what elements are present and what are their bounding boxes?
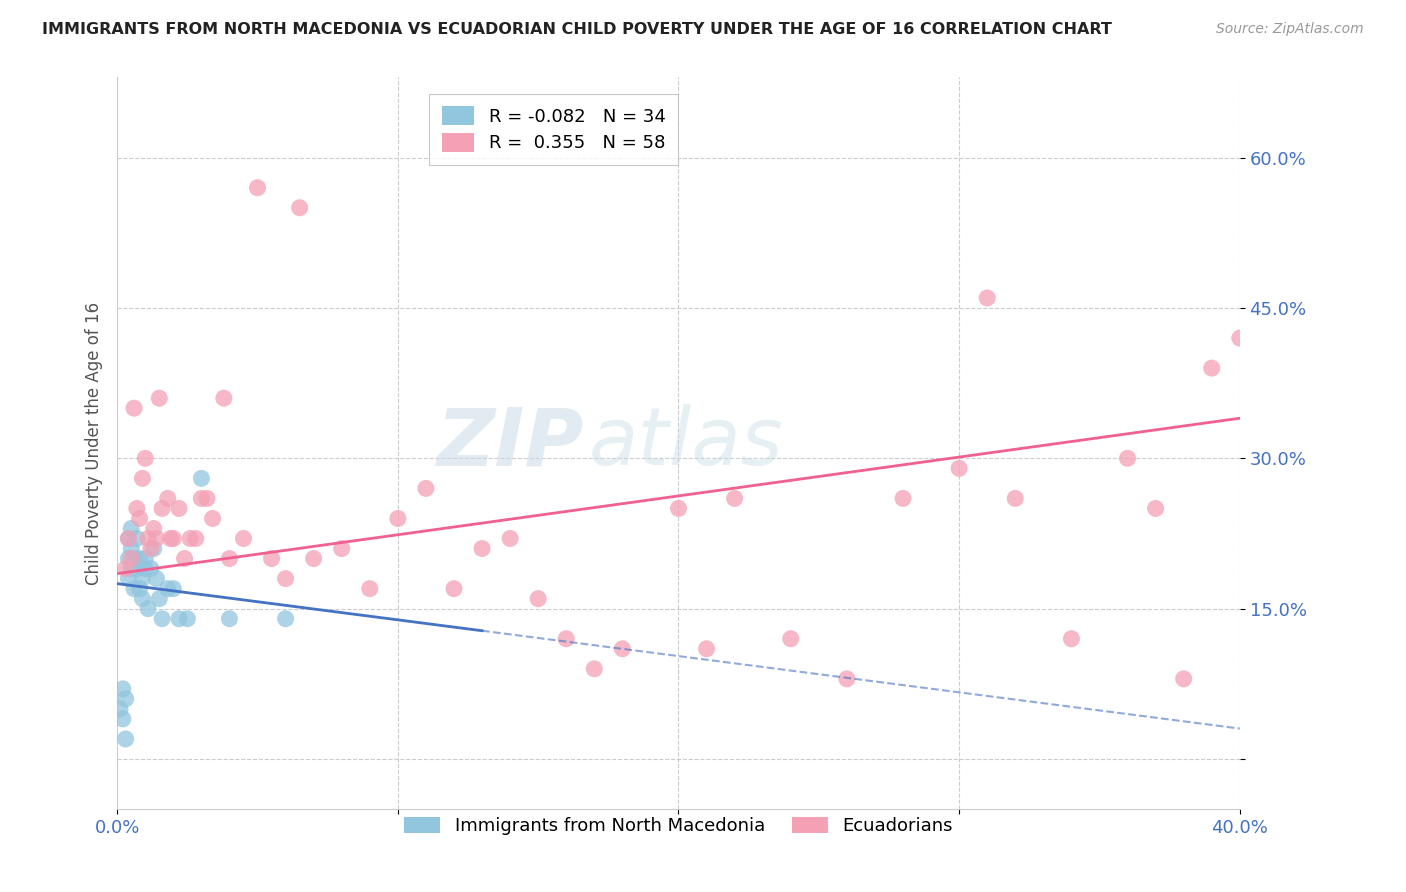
Text: IMMIGRANTS FROM NORTH MACEDONIA VS ECUADORIAN CHILD POVERTY UNDER THE AGE OF 16 : IMMIGRANTS FROM NORTH MACEDONIA VS ECUAD… [42,22,1112,37]
Point [201,511,224,525]
Point [114,561,136,575]
Point [218,551,240,566]
Point [128,582,150,596]
Point [117,572,139,586]
Point [891,491,914,506]
Point [145,572,167,586]
Point [128,511,150,525]
Legend: Immigrants from North Macedonia, Ecuadorians: Immigrants from North Macedonia, Ecuador… [395,807,962,844]
Point [131,471,153,485]
Point [120,551,142,566]
Point [125,501,148,516]
Text: Source: ZipAtlas.com: Source: ZipAtlas.com [1216,22,1364,37]
Point [976,291,998,305]
Point [612,641,634,656]
Text: ZIP: ZIP [436,404,583,483]
Point [162,582,184,596]
Point [274,612,297,626]
Point [246,180,269,194]
Point [114,691,136,706]
Point [139,561,162,575]
Point [134,561,156,575]
Point [167,612,190,626]
Point [150,501,173,516]
Point [145,532,167,546]
Point [415,482,437,496]
Point [142,541,165,556]
Point [117,532,139,546]
Point [167,501,190,516]
Point [1173,672,1195,686]
Point [330,541,353,556]
Point [499,532,522,546]
Point [114,731,136,746]
Point [111,712,134,726]
Point [387,511,409,525]
Point [179,532,201,546]
Point [136,532,159,546]
Point [148,391,170,405]
Point [162,532,184,546]
Point [156,491,179,506]
Point [134,551,156,566]
Point [555,632,578,646]
Point [232,532,254,546]
Point [122,582,145,596]
Point [173,551,195,566]
Point [136,601,159,615]
Point [302,551,325,566]
Point [696,641,718,656]
Point [1004,491,1026,506]
Point [122,401,145,416]
Point [190,491,212,506]
Text: atlas: atlas [589,404,783,483]
Point [159,532,181,546]
Point [122,551,145,566]
Point [131,591,153,606]
Point [134,451,156,466]
Point [176,612,198,626]
Point [184,532,207,546]
Point [128,551,150,566]
Point [120,541,142,556]
Point [274,572,297,586]
Point [117,532,139,546]
Point [120,521,142,535]
Point [148,591,170,606]
Point [125,561,148,575]
Point [131,572,153,586]
Point [288,201,311,215]
Point [948,461,970,475]
Point [108,702,131,716]
Point [117,551,139,566]
Point [443,582,465,596]
Point [359,582,381,596]
Point [218,612,240,626]
Point [1229,331,1251,345]
Y-axis label: Child Poverty Under the Age of 16: Child Poverty Under the Age of 16 [86,301,103,585]
Point [190,471,212,485]
Point [527,591,550,606]
Point [583,662,606,676]
Point [471,541,494,556]
Point [723,491,745,506]
Point [835,672,858,686]
Point [142,521,165,535]
Point [195,491,218,506]
Point [779,632,801,646]
Point [1116,451,1139,466]
Point [111,681,134,696]
Point [1060,632,1083,646]
Point [260,551,283,566]
Point [212,391,235,405]
Point [1201,361,1223,376]
Point [120,561,142,575]
Point [150,612,173,626]
Point [1144,501,1167,516]
Point [125,532,148,546]
Point [139,541,162,556]
Point [156,582,179,596]
Point [668,501,690,516]
